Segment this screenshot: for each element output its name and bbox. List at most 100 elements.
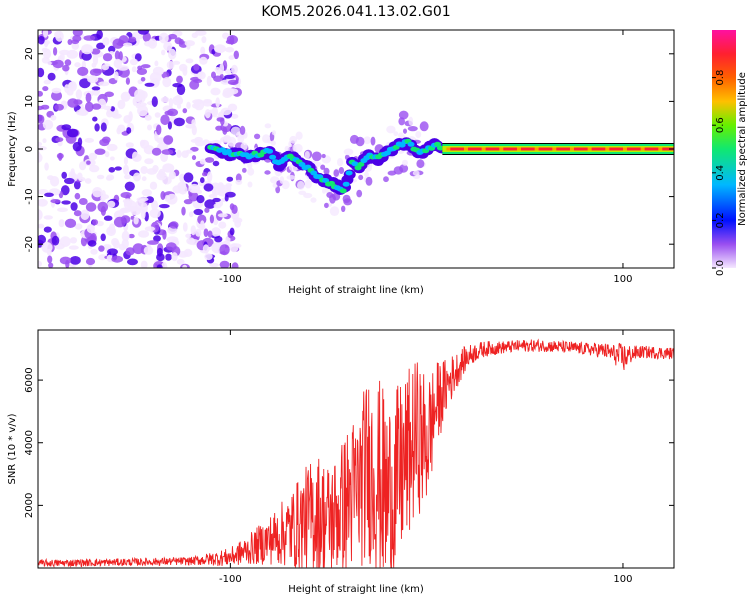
noise-blob	[247, 167, 255, 176]
noise-blob	[212, 197, 221, 203]
noise-blob	[199, 56, 208, 65]
steady-band-variation	[481, 147, 486, 151]
noise-blob	[125, 142, 134, 148]
noise-blob	[123, 164, 129, 176]
noise-blob	[262, 134, 271, 144]
noise-blob	[210, 87, 221, 96]
y-tick-label: 20	[24, 47, 35, 60]
noise-blob	[81, 51, 92, 61]
noise-blob	[337, 158, 344, 167]
noise-blob	[222, 126, 228, 135]
noise-blob	[96, 30, 103, 40]
ridge-blob-core	[357, 161, 365, 167]
noise-blob	[61, 171, 67, 179]
noise-blob	[134, 89, 146, 100]
noise-blob	[197, 71, 206, 80]
noise-blob	[225, 46, 235, 53]
noise-blob	[229, 203, 235, 211]
noise-blob	[166, 61, 175, 69]
noise-blob	[62, 64, 70, 72]
noise-blob	[161, 262, 168, 268]
noise-blob	[183, 172, 194, 183]
noise-blob	[123, 156, 128, 165]
noise-blob	[111, 113, 122, 119]
noise-blob	[386, 125, 396, 134]
noise-blob	[132, 151, 139, 162]
noise-blob	[110, 106, 115, 112]
noise-blob	[73, 210, 82, 217]
noise-blob	[217, 213, 228, 218]
noise-blob	[104, 151, 110, 158]
noise-blob	[160, 191, 166, 200]
noise-blob	[355, 136, 365, 147]
noise-blob	[408, 116, 414, 126]
steady-band-variation	[446, 147, 451, 151]
colorbar-tick-label: 0.8	[715, 70, 726, 86]
noise-blob	[199, 158, 206, 165]
ridge-blob-core	[407, 141, 415, 147]
noise-blob	[182, 264, 188, 268]
noise-blob	[38, 90, 43, 97]
noise-blob	[304, 179, 312, 189]
noise-blob	[402, 159, 408, 166]
noise-blob	[114, 71, 119, 81]
noise-blob	[173, 117, 185, 127]
noise-blob	[85, 202, 97, 212]
noise-blob	[78, 177, 86, 182]
noise-blob	[54, 103, 64, 111]
y-tick-label: 6000	[24, 367, 35, 392]
noise-blob	[230, 113, 239, 119]
noise-blob	[195, 228, 202, 237]
noise-blob	[211, 49, 216, 55]
noise-blob	[185, 58, 194, 64]
noise-blob	[220, 107, 232, 116]
noise-blob	[193, 208, 204, 216]
noise-blob	[133, 172, 141, 182]
noise-blob	[219, 63, 225, 74]
noise-blob	[240, 142, 248, 151]
noise-blob	[370, 136, 376, 146]
noise-blob	[181, 206, 186, 216]
steady-band-peak	[448, 147, 674, 151]
noise-blob	[112, 240, 120, 249]
noise-blob	[154, 60, 159, 67]
noise-blob	[196, 195, 205, 204]
noise-blob	[41, 242, 53, 253]
noise-blob	[365, 176, 373, 186]
colorbar-tick-label: 0.0	[715, 260, 726, 276]
noise-blob	[55, 137, 64, 143]
noise-blob	[161, 149, 174, 155]
noise-blob	[136, 68, 148, 75]
steady-band-variation	[499, 147, 504, 151]
noise-blob	[97, 201, 109, 213]
chart-title: KOM5.2026.041.13.02.G01	[261, 4, 450, 20]
noise-blob	[102, 37, 110, 46]
noise-blob	[38, 234, 46, 245]
noise-blob	[171, 252, 178, 262]
noise-blob	[108, 167, 116, 173]
noise-blob	[57, 207, 68, 213]
noise-blob	[110, 156, 115, 161]
noise-blob	[43, 215, 53, 220]
noise-blob	[164, 110, 174, 116]
noise-blob	[185, 233, 192, 238]
noise-blob	[193, 63, 200, 71]
noise-blob	[104, 91, 114, 98]
noise-blob	[182, 222, 188, 232]
ridge-blob-core	[269, 154, 277, 160]
noise-blob	[161, 49, 166, 56]
noise-blob	[149, 72, 162, 83]
noise-blob	[242, 167, 247, 173]
noise-blob	[58, 219, 65, 228]
noise-blob	[147, 240, 159, 245]
noise-blob	[38, 153, 43, 163]
noise-blob	[87, 75, 99, 84]
noise-blob	[168, 48, 177, 60]
noise-blob	[38, 141, 43, 147]
noise-blob	[140, 77, 146, 82]
noise-blob	[176, 149, 182, 158]
noise-blob	[188, 191, 199, 202]
noise-blob	[94, 148, 106, 155]
noise-blob	[191, 32, 198, 39]
noise-blob	[218, 221, 227, 229]
